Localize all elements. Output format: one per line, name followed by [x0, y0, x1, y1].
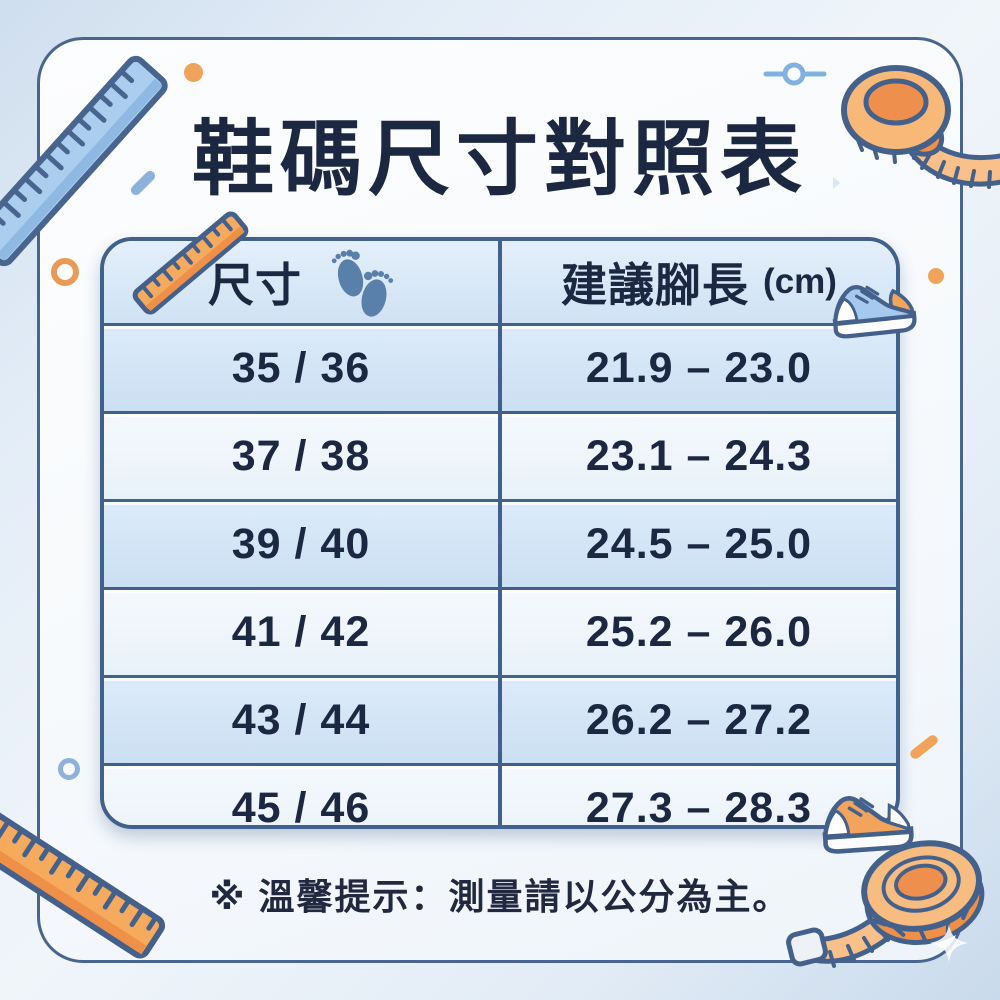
size-cell: 43 / 44: [104, 678, 502, 763]
size-cell: 39 / 40: [104, 502, 502, 587]
header-cell-size: 尺寸: [104, 241, 502, 323]
range-cell: 27.3 – 28.3: [585, 784, 813, 829]
table-row: 37 / 38 23.1 – 24.3: [104, 411, 896, 499]
size-cell: 35 / 36: [104, 326, 502, 411]
range-cell: 25.2 – 26.0: [585, 608, 813, 656]
ruler-icon-orange-bottom: [0, 795, 166, 959]
sneaker-icon-blue: [832, 285, 917, 339]
node-line-icon: [763, 62, 827, 86]
triangle-faint: [833, 177, 840, 189]
footer-note: ※ 溫馨提示：測量請以公分為主。: [209, 876, 791, 917]
header-cell-length: 建議腳長 (cm): [502, 241, 896, 323]
footprints-icon: [331, 249, 394, 317]
measuring-tape-icon-bottom: [786, 840, 985, 968]
size-conversion-table: 尺寸: [100, 237, 900, 829]
table-row: 35 / 36 21.9 – 23.0: [104, 323, 896, 411]
range-cell: 23.1 – 24.3: [585, 432, 813, 480]
table-header-row: 尺寸: [104, 241, 896, 323]
orange-ring: [51, 258, 79, 286]
table-row: 39 / 40 24.5 – 25.0: [104, 499, 896, 587]
range-cell: 26.2 – 27.2: [585, 696, 813, 744]
blue-ring: [58, 758, 80, 780]
table-row: 43 / 44 26.2 – 27.2: [104, 675, 896, 763]
range-cell: 21.9 – 23.0: [585, 344, 813, 392]
orange-dot: [184, 63, 203, 82]
range-cell: 24.5 – 25.0: [585, 520, 813, 568]
size-cell: 45 / 46: [104, 766, 502, 825]
size-cell: 37 / 38: [104, 414, 502, 499]
ruler-icon-orange-corner: [132, 211, 249, 315]
size-column-label: 尺寸: [208, 259, 302, 311]
table-row: 41 / 42 25.2 – 26.0: [104, 587, 896, 675]
sneaker-icon-orange: [822, 796, 914, 854]
ruler-icon-blue: [0, 55, 168, 267]
table-row: 45 / 46 27.3 – 28.3: [104, 763, 896, 829]
measuring-tape-icon-top: [841, 65, 1000, 189]
orange-dot-2: [928, 268, 944, 284]
length-unit-label: (cm): [763, 262, 837, 301]
length-column-label: 建議腳長: [561, 259, 750, 311]
page-title: 鞋碼尺寸對照表: [191, 114, 808, 205]
sparkle-icon: [930, 924, 968, 962]
size-cell: 41 / 42: [104, 590, 502, 675]
